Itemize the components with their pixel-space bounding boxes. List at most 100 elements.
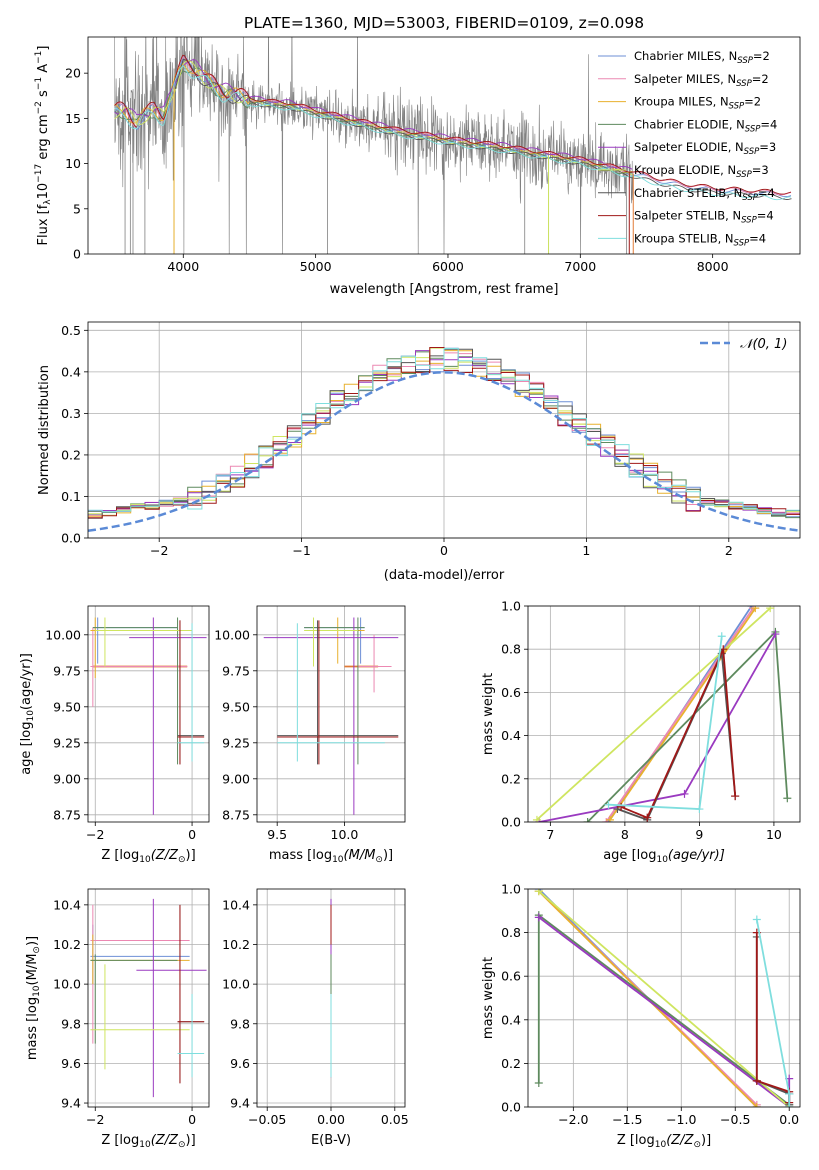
label-part: −2 bbox=[34, 101, 44, 114]
y-tick-label: 0.0 bbox=[501, 1100, 521, 1115]
weight-marker bbox=[534, 1079, 543, 1088]
y-tick-label: 9.25 bbox=[53, 735, 81, 750]
x-axis-label: (data-model)/error bbox=[384, 568, 505, 583]
x-axis-label: age [log10(age/yr)] bbox=[603, 848, 725, 865]
label-part: −1 bbox=[34, 51, 44, 64]
y-tick-label: 5 bbox=[73, 201, 81, 216]
label-part: 10 bbox=[655, 1140, 667, 1150]
y-tick-label: 9.25 bbox=[222, 735, 250, 750]
x-tick-label: 10 bbox=[766, 827, 782, 842]
weight-marker bbox=[785, 1103, 794, 1107]
weight-marker bbox=[695, 805, 704, 814]
legend-entry: Salpeter MILES, NSSP=2 bbox=[634, 72, 769, 89]
label-part: (Z/Z bbox=[151, 1133, 179, 1148]
weight-line-chabrier-elodie bbox=[537, 913, 790, 1106]
axes-age-Z: −2 0 8.75 9.00 9.25 9.50 9.75 10.00 bbox=[45, 606, 209, 842]
x-axis-label: Z [log10(Z/Z⊙)] bbox=[617, 1133, 711, 1150]
label-part: )] bbox=[701, 1133, 711, 1148]
label-part: Flux [f bbox=[36, 204, 51, 245]
y-tick-label: 9.00 bbox=[53, 771, 81, 786]
weight-marker bbox=[534, 889, 543, 896]
weight-marker bbox=[604, 800, 613, 809]
errorbar-salpeter-stelib bbox=[177, 904, 205, 1084]
y-tick-label: 9.6 bbox=[61, 1056, 81, 1071]
y-tick-label: 1.0 bbox=[501, 882, 521, 897]
y-tick-label: 0.2 bbox=[501, 1056, 521, 1071]
label-part: SSP bbox=[742, 193, 758, 203]
label-part: ] bbox=[36, 46, 51, 51]
label-part: (Z/Z bbox=[666, 1133, 694, 1148]
label-part: Z [log bbox=[617, 1133, 655, 1148]
x-tick-label: 7000 bbox=[564, 259, 596, 274]
legend-entry: 𝒩(0, 1) bbox=[740, 337, 787, 352]
y-tick-label: 10.00 bbox=[214, 627, 250, 642]
weight-marker bbox=[752, 1103, 761, 1107]
y-tick-label: 8.75 bbox=[53, 807, 81, 822]
label-part: 10 bbox=[26, 710, 36, 722]
label-part: =2 bbox=[752, 72, 769, 86]
weight-marker bbox=[785, 1089, 794, 1098]
label-part: 10 bbox=[139, 1140, 151, 1150]
y-tick-label: 9.50 bbox=[222, 699, 250, 714]
errorbar-kroupa-stelib bbox=[277, 623, 385, 762]
label-part: SSP bbox=[729, 102, 745, 112]
label-part: =3 bbox=[759, 140, 776, 154]
label-part: =4 bbox=[749, 231, 766, 245]
label-part: (M/M bbox=[25, 954, 40, 986]
label-part: Salpeter STELIB, N bbox=[634, 209, 741, 223]
label-part: (data-model)/error bbox=[384, 568, 505, 583]
x-tick-label: 0 bbox=[188, 1112, 196, 1127]
label-part: 10 bbox=[139, 855, 151, 865]
axes-mass-Z: −2 0 9.4 9.6 9.8 10.0 10.2 10.4 bbox=[53, 889, 209, 1127]
y-tick-label: 9.8 bbox=[230, 1016, 250, 1031]
label-part: SSP bbox=[737, 56, 753, 66]
x-axis-label: Z [log10(Z/Z⊙)] bbox=[101, 848, 195, 865]
y-tick-label: 15 bbox=[65, 111, 81, 126]
x-tick-label: 0 bbox=[440, 543, 448, 558]
axes-frame bbox=[87, 36, 801, 255]
y-axis-label: age [log10(age/yr)] bbox=[19, 653, 36, 775]
y-tick-label: 9.75 bbox=[53, 663, 81, 678]
y-tick-label: 0.4 bbox=[501, 1012, 521, 1027]
x-tick-label: 6000 bbox=[432, 259, 464, 274]
y-tick-label: 0.1 bbox=[61, 489, 81, 504]
y-tick-label: 0.4 bbox=[501, 728, 521, 743]
x-tick-label: 0.05 bbox=[381, 1112, 409, 1127]
y-axis-label: Normed distribution bbox=[37, 365, 52, 495]
y-axis-label: mass weight bbox=[481, 957, 496, 1039]
label-part: erg cm bbox=[36, 114, 51, 163]
label-part: mass [log bbox=[269, 848, 332, 863]
x-axis-label: Z [log10(Z/Z⊙)] bbox=[101, 1133, 195, 1150]
y-tick-label: 0.3 bbox=[61, 406, 81, 421]
label-part: Normed distribution bbox=[37, 365, 52, 495]
errorbar-salpeter-miles bbox=[357, 634, 392, 693]
label-part: age [log bbox=[19, 722, 34, 775]
y-tick-label: 0.0 bbox=[61, 531, 81, 546]
x-tick-label: 10.0 bbox=[331, 827, 359, 842]
weight-line-kroupa-elodie bbox=[538, 890, 790, 1107]
weight-marker bbox=[617, 802, 626, 811]
label-part: SSP bbox=[745, 124, 761, 134]
y-tick-label: 9.4 bbox=[230, 1096, 250, 1111]
x-tick-label: 5000 bbox=[300, 259, 332, 274]
y-tick-label: 0.4 bbox=[61, 364, 81, 379]
legend-entry: Chabrier ELODIE, NSSP=4 bbox=[634, 117, 777, 134]
errorbar-kroupa-elodie bbox=[304, 617, 358, 667]
y-axis-label: mass weight bbox=[481, 673, 496, 755]
label-part: ⊙ bbox=[693, 1140, 701, 1150]
axes-frame bbox=[87, 605, 210, 823]
legend-entry: Kroupa MILES, NSSP=2 bbox=[634, 95, 761, 112]
plot-area-residuals bbox=[88, 347, 800, 532]
label-part: E(B-V) bbox=[311, 1133, 351, 1148]
y-tick-label: 10.2 bbox=[222, 937, 250, 952]
axes-massweight-Z: −2.0 −1.5 −1.0 −0.5 0.0 0.0 0.2 0.4 0.6 0.8 1.0 bbox=[501, 882, 800, 1127]
y-tick-label: 0.8 bbox=[501, 925, 521, 940]
gaussian-curve bbox=[88, 371, 800, 532]
y-tick-label: 10.2 bbox=[53, 937, 81, 952]
x-tick-label: 9 bbox=[695, 827, 703, 842]
legend-entry: Kroupa ELODIE, NSSP=3 bbox=[634, 163, 769, 180]
label-part: Salpeter MILES, N bbox=[634, 72, 736, 86]
label-part: age [log bbox=[603, 848, 656, 863]
